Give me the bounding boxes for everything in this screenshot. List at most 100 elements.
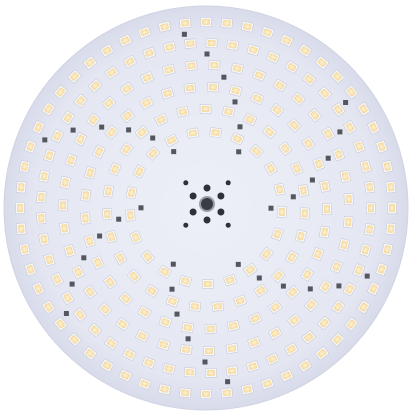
led-chip (166, 136, 176, 145)
led-chip (159, 340, 169, 349)
led (312, 157, 325, 171)
led (229, 84, 243, 97)
component (343, 100, 349, 105)
led-chip (389, 204, 395, 212)
led-chip (106, 339, 116, 348)
component (236, 149, 242, 155)
led (290, 161, 304, 176)
led (162, 363, 176, 375)
led-chip (90, 81, 100, 90)
led (83, 284, 97, 299)
led-chip (227, 367, 237, 375)
led-chip (123, 111, 132, 121)
led-chip (188, 129, 198, 137)
led-chip (362, 162, 370, 171)
led (287, 118, 302, 133)
led (287, 313, 302, 328)
led-chip (387, 183, 395, 192)
led-chip (104, 98, 114, 108)
led (119, 142, 134, 157)
led-chip (243, 385, 252, 393)
led-chip (61, 224, 68, 233)
led-chip (222, 19, 231, 27)
led (24, 262, 37, 277)
led (318, 279, 333, 294)
component (150, 135, 156, 141)
led-chip (56, 87, 65, 97)
led-chip (208, 84, 217, 91)
led-chip (245, 265, 255, 274)
led-chip (85, 349, 95, 358)
component (138, 205, 144, 211)
component (364, 273, 370, 279)
led (271, 268, 286, 283)
led-chip (333, 72, 342, 81)
led (356, 300, 371, 314)
led (104, 336, 119, 350)
led (80, 189, 91, 202)
led-chip (347, 87, 356, 97)
component (170, 261, 176, 267)
led-chip (387, 224, 395, 233)
led-chip (282, 371, 292, 380)
component (171, 149, 177, 155)
led-chip (65, 246, 74, 256)
led (385, 222, 397, 235)
led-chip (201, 105, 210, 113)
led (43, 149, 56, 163)
led-chip (299, 186, 307, 195)
led (105, 230, 118, 244)
led (250, 92, 265, 105)
led (352, 263, 366, 277)
led (199, 104, 212, 114)
led-chip (61, 178, 69, 187)
led-chip (367, 204, 375, 213)
led (246, 43, 260, 56)
led-chip (317, 349, 327, 358)
hole (217, 192, 225, 200)
led-chip (290, 316, 299, 325)
led-chip (243, 23, 252, 31)
led-chip (324, 129, 333, 139)
hole (225, 222, 231, 228)
led (104, 65, 119, 80)
component (97, 233, 103, 239)
led (31, 281, 45, 296)
led (208, 60, 221, 71)
component (307, 286, 313, 292)
led (157, 338, 171, 351)
led (297, 184, 309, 197)
led-chip (82, 191, 89, 200)
led (164, 133, 179, 147)
led (248, 312, 263, 325)
led (115, 317, 130, 331)
led-chip (355, 142, 363, 151)
led (74, 132, 88, 147)
led-chip (287, 252, 296, 262)
led-chip (140, 308, 149, 317)
led-chip (359, 104, 368, 114)
led (314, 55, 330, 70)
led (139, 96, 154, 110)
led (15, 181, 27, 194)
led (253, 283, 268, 298)
led (141, 356, 156, 369)
led-chip (147, 286, 157, 296)
led-chip (124, 350, 134, 359)
led-chip (182, 346, 191, 353)
led (201, 279, 214, 289)
led (247, 336, 261, 349)
led (375, 262, 388, 277)
led-chip (361, 245, 370, 255)
led-chip (70, 72, 79, 81)
led-chip (116, 253, 125, 263)
led (15, 222, 27, 235)
led-chip (53, 274, 62, 284)
led-chip (224, 108, 233, 116)
led (157, 265, 172, 279)
led (343, 215, 354, 229)
led (186, 127, 200, 139)
led (184, 38, 197, 49)
led (84, 166, 97, 180)
